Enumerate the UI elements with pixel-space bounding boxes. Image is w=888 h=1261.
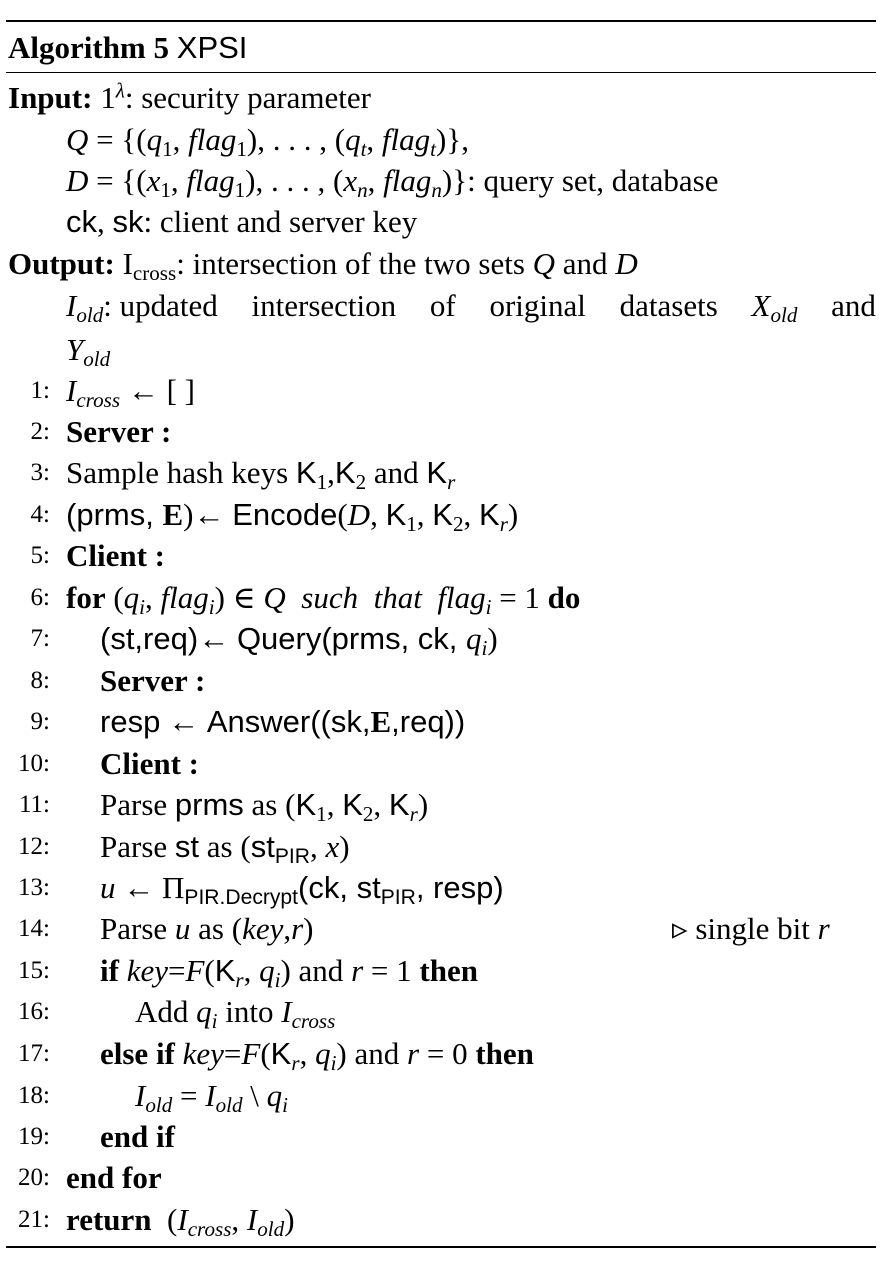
line-number-18: 18: xyxy=(18,1082,50,1109)
line-number-21: 21: xyxy=(18,1206,50,1233)
line-number-12: 12: xyxy=(18,833,50,860)
input-line-2: Q = {(q1, flag1), . . . , (qt, flagt)}, xyxy=(66,122,469,161)
line-number-2: 2: xyxy=(30,418,50,445)
line-number-8: 8: xyxy=(30,667,50,694)
top-rule xyxy=(6,20,876,22)
input-line-3: D = {(x1, flag1), . . . , (xn, flagn)}: … xyxy=(66,163,719,202)
header-rule xyxy=(6,72,876,73)
line-number-14: 14: xyxy=(18,915,50,942)
line-5: Client : xyxy=(66,538,166,573)
line-2: Server : xyxy=(66,414,172,449)
line-number-10: 10: xyxy=(18,750,50,777)
line-21: return (Icross, Iold) xyxy=(66,1202,295,1241)
line-19: end if xyxy=(100,1119,175,1154)
line-number-1: 1: xyxy=(30,377,50,404)
line-number-7: 7: xyxy=(30,625,50,652)
line-4: (prms, E)← Encode(D, K1, K2, Kr) xyxy=(66,497,519,536)
line-7: (st,req)← Query(prms, ck, qi) xyxy=(100,621,498,660)
line-15: if key=F(Kr, qi) and r = 1 then xyxy=(100,953,478,992)
line-3: Sample hash keys K1,K2 and Kr xyxy=(66,455,456,494)
line-11: Parse prms as (K1, K2, Kr) xyxy=(100,787,429,826)
line-10: Client : xyxy=(100,746,200,781)
line-number-5: 5: xyxy=(30,542,50,569)
line-12: Parse st as (stPIR, x) xyxy=(100,829,350,868)
line-number-6: 6: xyxy=(30,584,50,611)
line-number-11: 11: xyxy=(18,791,50,818)
line-13: u ← ΠPIR.Decrypt(ck, stPIR, resp) xyxy=(100,870,504,909)
bottom-rule xyxy=(6,1246,876,1248)
line-16: Add qi into Icross xyxy=(135,994,336,1033)
line-number-17: 17: xyxy=(18,1040,50,1067)
line-18: Iold = Iold \ qi xyxy=(135,1078,288,1117)
line-17: else if key=F(Kr, qi) and r = 0 then xyxy=(100,1036,534,1075)
algorithm-name: XPSI xyxy=(176,30,248,65)
line-6: for (qi, flagi) ∈ Q such that flagi = 1 … xyxy=(66,580,581,619)
input-line-4: ck, sk: client and server key xyxy=(66,204,418,239)
line-number-3: 3: xyxy=(30,459,50,486)
input-line-1: Input: 1λ: security parameter xyxy=(8,78,371,115)
line-number-9: 9: xyxy=(30,708,50,735)
line-8: Server : xyxy=(100,663,206,698)
line-number-4: 4: xyxy=(30,501,50,528)
line-number-13: 13: xyxy=(18,874,50,901)
line-number-16: 16: xyxy=(18,998,50,1025)
line-20: end for xyxy=(66,1160,162,1195)
output-line-2: Iold: updated intersection of original data… xyxy=(66,288,876,327)
line-14: Parse u as (key,r) xyxy=(100,911,314,946)
line-9: resp ← Answer((sk,E,req)) xyxy=(100,704,466,739)
algorithm-title: Algorithm 5 XPSI xyxy=(8,26,247,70)
line-number-20: 20: xyxy=(18,1164,50,1191)
line-number-19: 19: xyxy=(18,1123,50,1150)
line-1: Icross ← [ ] xyxy=(66,373,195,412)
algorithm-label: Algorithm 5 xyxy=(8,30,170,65)
output-line-1: Output: Icross: intersection of the two … xyxy=(8,246,638,285)
line-number-15: 15: xyxy=(18,957,50,984)
output-line-3: Yold xyxy=(66,332,111,371)
line-14-comment: ▹ single bit r xyxy=(672,911,830,946)
